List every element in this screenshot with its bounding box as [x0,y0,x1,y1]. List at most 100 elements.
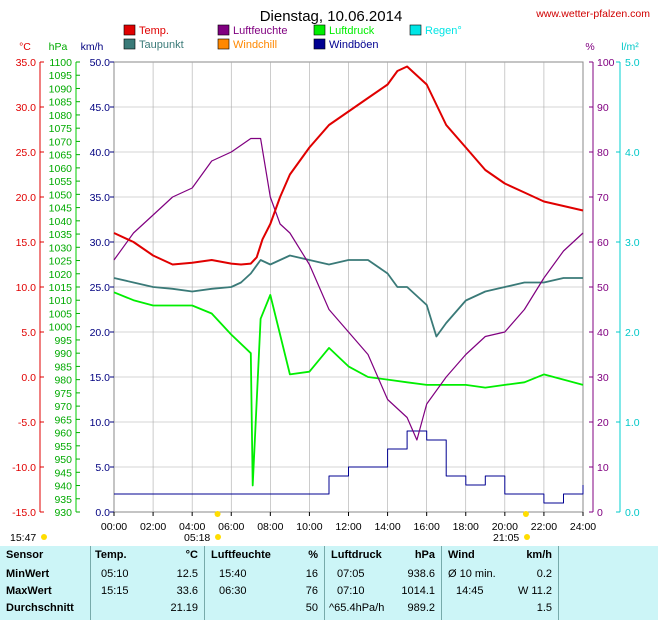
hpa-label: 960 [54,428,72,440]
row-label-min: MinWert [6,568,50,580]
time-tick-label: 20:00 [492,521,518,533]
celsius-axis-label: °C [19,41,31,53]
celsius-label: 0.0 [21,372,36,384]
sun-icon [524,534,530,540]
celsius-label: 10.0 [16,282,37,294]
kmh-axis-label: km/h [81,41,104,53]
legend-swatch [313,38,326,50]
hpa-label: 1070 [49,136,73,148]
hpa-axis-label: hPa [49,41,68,53]
legend-swatch [313,24,326,36]
celsius-label: 25.0 [16,147,37,159]
kmh-label: 5.0 [95,462,110,474]
humidity-column: Luftfeuchte % 15:40 16 06:30 76 50 [204,546,324,620]
temp-column: Temp. °C 05:10 12.5 15:15 33.6 21.19 [90,546,204,620]
temp-header: Temp. [95,549,127,561]
sensor-header: Sensor [6,549,44,561]
hpa-label: 980 [54,375,72,387]
legend-label: Temp. [139,25,169,37]
humidity-min-value: 16 [305,568,318,580]
series-line-luftfeuchte [113,137,584,441]
temp-min-value: 12.5 [176,568,198,580]
wind-max-time: 14:45 [456,585,484,597]
day-start-label: 15:47 [10,532,36,544]
time-tick-label: 06:00 [218,521,244,533]
wind-max-value: W 11.2 [517,585,552,597]
hpa-label: 1055 [49,176,73,188]
lm2-label: 2.0 [625,327,640,339]
data-series [113,65,584,504]
kmh-label: 10.0 [90,417,111,429]
hpa-label: 965 [54,414,72,426]
hpa-label: 1030 [49,242,73,254]
humidity-avg-value: 50 [305,602,318,614]
time-tick-label: 16:00 [414,521,440,533]
hpa-label: 970 [54,401,72,413]
series-line-windben [114,430,584,504]
celsius-label: -15.0 [12,507,36,519]
kmh-label: 50.0 [90,57,111,69]
series-line-taupunkt [113,254,583,338]
humidity-header: Luftfeuchte [211,549,271,561]
pressure-column: Luftdruck hPa 07:05 938.6 07:10 1014.1 ^… [324,546,441,620]
legend-swatch [409,24,422,36]
percent-label: 40 [597,327,609,339]
percent-label: 80 [597,147,609,159]
lm2-label: 4.0 [625,147,640,159]
celsius-label: -10.0 [12,462,36,474]
hpa-label: 930 [54,507,72,519]
grid [113,61,584,513]
hpa-label: 995 [54,335,72,347]
hpa-label: 1100 [49,57,72,69]
lm2-label: 5.0 [625,57,640,69]
kmh-label: 0.0 [95,507,110,519]
lm2-label: 3.0 [625,237,640,249]
time-tick-label: 22:00 [531,521,557,533]
wind-header: Wind [448,549,475,561]
hpa-label: 1005 [49,308,73,320]
sunrise-icon [214,511,221,517]
website-link[interactable]: www.wetter-pfalzen.com [535,8,650,20]
wind-avg-value: 1.5 [536,602,552,614]
temp-avg-value: 21.19 [170,602,198,614]
row-label-max: MaxWert [6,585,52,597]
wind-column: Wind km/h Ø 10 min. 0.2 14:45 W 11.2 1.5 [441,546,558,620]
legend-swatch [123,24,136,36]
legend: Temp. Luftfeuchte Luftdruck Regen° Taupunkt W… [123,24,462,51]
humidity-max-value: 76 [305,585,318,597]
percent-label: 100 [597,57,615,69]
hpa-label: 990 [54,348,72,360]
hpa-label: 1050 [49,189,73,201]
legend-swatch [123,38,136,50]
hpa-label: 1045 [49,203,73,215]
kmh-label: 45.0 [90,102,111,114]
kmh-label: 25.0 [90,282,111,294]
temp-max-time: 15:15 [101,585,129,597]
temp-max-value: 33.6 [176,585,198,597]
sunset-label: 21:05 [493,532,519,544]
wind-min-time: Ø 10 min. [448,568,496,580]
hpa-label: 1095 [49,70,73,82]
hpa-label: 1020 [49,269,73,281]
hpa-label: 1075 [49,123,73,135]
lm2-label: 0.0 [625,507,640,519]
percent-label: 90 [597,102,609,114]
legend-label: Luftfeuchte [233,25,287,37]
sun-icon [41,534,47,540]
percent-label: 10 [597,462,609,474]
hpa-label: 935 [54,494,72,506]
hpa-label: 1085 [49,97,73,109]
pressure-unit: hPa [414,549,435,561]
sun-markers: 15:47 05:18 21:05 [10,511,530,544]
wind-unit: km/h [526,549,552,561]
sunset-icon [522,511,529,517]
hpa-label: 1015 [49,282,73,294]
chart-title: Dienstag, 10.06.2014 [260,8,403,25]
percent-label: 50 [597,282,609,294]
pressure-min-time: 07:05 [337,568,365,580]
kmh-label: 20.0 [90,327,111,339]
time-tick-label: 12:00 [335,521,361,533]
percent-label: 30 [597,372,609,384]
humidity-min-time: 15:40 [219,568,247,580]
kmh-label: 15.0 [90,372,111,384]
